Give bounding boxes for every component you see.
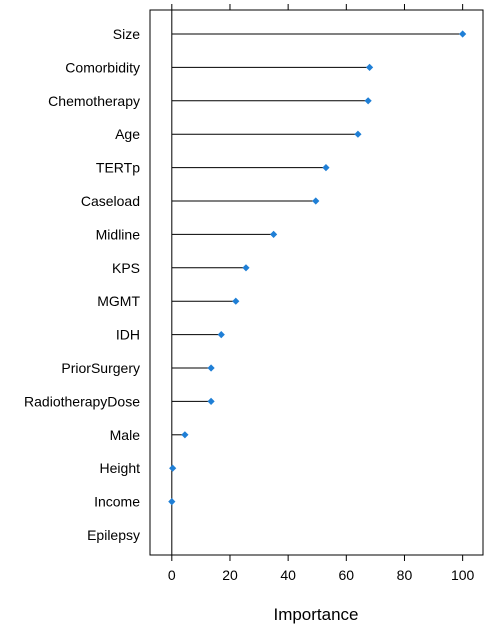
data-point (312, 197, 320, 205)
category-label: Comorbidity (65, 59, 140, 75)
category-labels: Size Comorbidity Chemotherapy Age TERTp Casel… (24, 26, 140, 543)
category-label: KPS (112, 260, 140, 276)
data-point (270, 230, 278, 238)
top-axis-ticks (171, 4, 464, 10)
category-label: Male (110, 427, 141, 443)
category-label: Epilepsy (87, 527, 140, 543)
x-tick-label: 80 (397, 567, 413, 583)
data-points (168, 30, 467, 506)
data-point (242, 264, 250, 272)
category-label: Age (115, 126, 140, 142)
category-label: Caseload (81, 193, 140, 209)
data-point (207, 364, 215, 372)
data-point (354, 130, 362, 138)
category-label: Midline (96, 226, 141, 242)
x-tick-label: 20 (222, 567, 238, 583)
x-axis-title: Importance (273, 605, 358, 624)
category-label: Chemotherapy (48, 93, 140, 109)
lollipop-stems (171, 33, 463, 469)
x-tick-label: 100 (451, 567, 475, 583)
data-point (181, 431, 189, 439)
category-label: IDH (116, 327, 140, 343)
data-point (169, 464, 177, 472)
plot-frame (149, 9, 484, 556)
data-point (207, 397, 215, 405)
data-point (168, 498, 176, 506)
data-point (364, 97, 372, 105)
x-tick-label: 0 (168, 567, 176, 583)
data-point (365, 63, 374, 71)
x-tick-label: 40 (280, 567, 296, 583)
data-point (322, 164, 330, 172)
category-label: TERTp (96, 160, 140, 176)
category-label: PriorSurgery (61, 360, 140, 376)
data-point (459, 30, 467, 38)
category-label: Height (100, 460, 141, 476)
data-point (217, 331, 225, 339)
data-point (232, 297, 240, 305)
x-tick-label: 60 (339, 567, 355, 583)
category-label: MGMT (97, 293, 140, 309)
category-label: Income (94, 494, 140, 510)
category-label: Size (113, 26, 140, 42)
x-axis-ticks: 0 20 40 60 80 100 (168, 555, 475, 583)
category-label: RadiotherapyDose (24, 393, 140, 409)
